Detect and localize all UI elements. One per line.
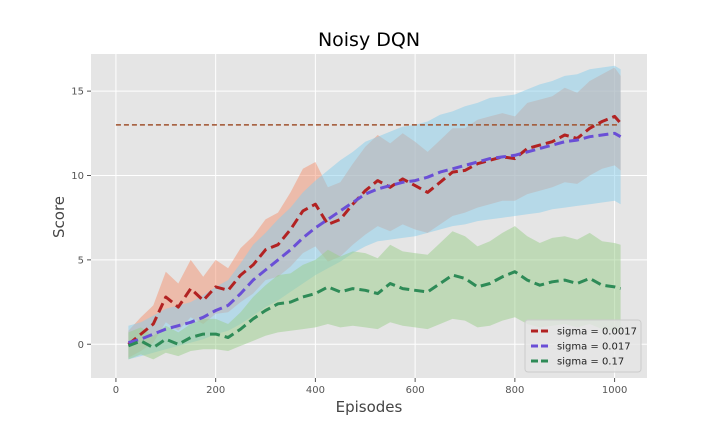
series-lines (127, 114, 622, 350)
y-tick-label: 15 (71, 87, 84, 98)
x-tick-label: 200 (206, 385, 225, 396)
x-tick-label: 400 (306, 385, 325, 396)
series-line-1 (128, 131, 622, 345)
confidence-band-1 (128, 65, 621, 360)
series-line-2 (127, 270, 622, 350)
x-axis-label: Episodes (336, 398, 403, 416)
x-tick-label: 600 (406, 385, 425, 396)
x-tick-label: 0 (113, 385, 119, 396)
y-tick-label: 0 (78, 340, 84, 351)
legend-label-2: sigma = 0.17 (557, 357, 624, 368)
y-axis-label: Score (50, 196, 68, 238)
x-tick-label: 1000 (602, 385, 627, 396)
y-tick-label: 5 (78, 255, 84, 266)
y-tick-label: 10 (71, 171, 84, 182)
chart-title: Noisy DQN (318, 29, 420, 51)
tick-labels: 0 200 400 600 800 1000 0 5 10 15 (71, 87, 627, 396)
x-tick-label: 800 (505, 385, 524, 396)
legend-label-1: sigma = 0.017 (557, 342, 631, 353)
legend: sigma = 0.0017 sigma = 0.017 sigma = 0.17 (524, 319, 642, 373)
series-line-0 (127, 114, 622, 346)
legend-box (524, 319, 642, 373)
legend-label-0: sigma = 0.0017 (557, 327, 637, 338)
